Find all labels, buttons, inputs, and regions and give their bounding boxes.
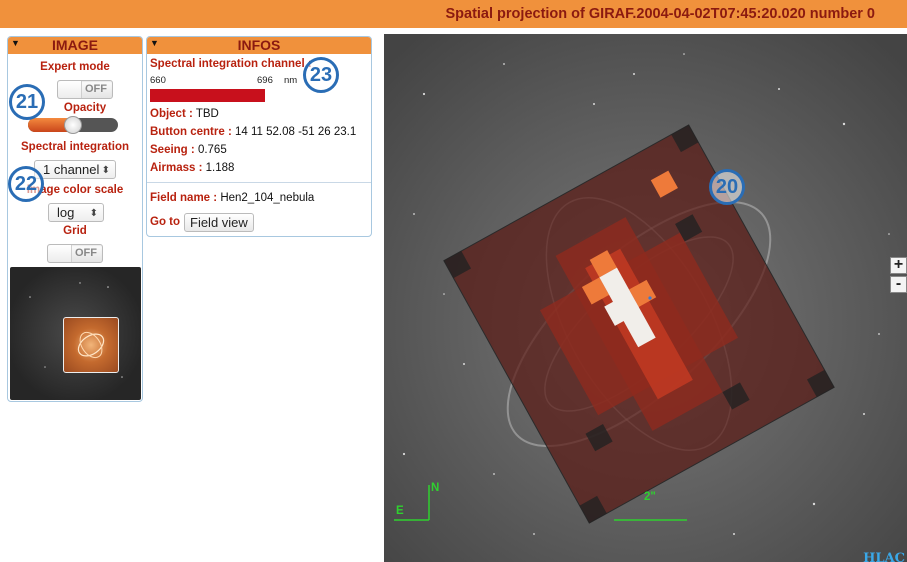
spectral-integration-value: 1 channel [43, 162, 100, 177]
scale-bar-label: 2" [644, 491, 656, 503]
centre-point-marker [648, 296, 652, 300]
image-panel-header[interactable]: ▼ IMAGE [8, 37, 142, 54]
color-scale-label: Image color scale [26, 184, 124, 196]
color-scale-value: log [57, 205, 75, 220]
page-title: Spatial projection of GIRAF.2004-04-02T0… [445, 6, 875, 22]
opacity-label: Opacity [63, 102, 107, 114]
goto-key: Go to : [150, 216, 188, 228]
field-name-key: Field name : [150, 192, 218, 204]
compass-east-label: E [396, 505, 404, 517]
color-scale-select[interactable]: log ⬍ [48, 203, 104, 222]
spectral-integration-select[interactable]: 1 channel ⬍ [34, 160, 116, 179]
field-name-value: Hen2_104_nebula [220, 192, 315, 204]
object-line: Object : TBD [150, 108, 219, 120]
toggle-knob [48, 245, 72, 262]
compass [394, 485, 430, 521]
grid-state: OFF [75, 247, 97, 259]
marker-23: 23 [303, 57, 339, 93]
seeing-value: 0.765 [197, 144, 227, 156]
seeing-key: Seeing : [150, 144, 195, 156]
thumbnail-viewport-frame[interactable] [63, 317, 119, 373]
collapse-triangle-icon[interactable]: ▼ [11, 38, 20, 48]
spectral-integration-label: Spectral integration [21, 141, 129, 153]
field-name-line: Field name : Hen2_104_nebula [150, 192, 314, 204]
select-arrows-icon: ⬍ [101, 165, 110, 176]
zoom-out-button[interactable]: - [890, 276, 907, 293]
button-centre-value: 14 11 52.08 -51 26 23.1 [234, 126, 357, 138]
image-panel-title: IMAGE [52, 37, 98, 53]
infos-panel-title: INFOS [237, 37, 281, 53]
hlac-logo: HLAC [863, 551, 905, 562]
marker-21: 21 [9, 84, 45, 120]
airmass-key: Airmass : [150, 162, 203, 174]
expert-mode-toggle[interactable]: OFF [57, 80, 113, 99]
opacity-slider-handle[interactable] [64, 116, 82, 134]
header-bar: Spatial projection of GIRAF.2004-04-02T0… [0, 0, 907, 28]
grid-toggle[interactable]: OFF [47, 244, 103, 263]
toggle-knob [58, 81, 82, 98]
marker-22: 22 [8, 166, 44, 202]
infos-divider [147, 182, 371, 183]
spatial-map-viewer[interactable]: E N 2" + - HLAC [384, 34, 907, 562]
infos-panel-header[interactable]: ▼ INFOS [147, 37, 371, 54]
expert-mode-state: OFF [85, 83, 107, 95]
overview-thumbnail[interactable] [10, 267, 141, 400]
spectral-range-bar [150, 89, 265, 102]
goto-line: Go to : [150, 216, 187, 228]
image-panel: ▼ IMAGE Expert mode OFF Opacity Spectral… [7, 36, 143, 402]
object-value: TBD [195, 108, 219, 120]
spectral-channel-label: Spectral integration channel : [150, 58, 312, 70]
field-view-button[interactable]: Field view [184, 213, 254, 232]
opacity-slider-fill [28, 118, 73, 132]
marker-20: 20 [709, 169, 745, 205]
seeing-line: Seeing : 0.765 [150, 144, 227, 156]
compass-north-label: N [431, 482, 440, 494]
button-centre-key: Button centre : [150, 126, 232, 138]
channel-unit: nm [284, 75, 298, 86]
spectral-channel-key: Spectral integration channel : [150, 58, 312, 70]
airmass-line: Airmass : 1.188 [150, 162, 234, 174]
collapse-triangle-icon[interactable]: ▼ [150, 38, 159, 48]
infos-panel: ▼ INFOS Spectral integration channel : 6… [146, 36, 372, 237]
select-arrows-icon: ⬍ [89, 208, 98, 219]
sky-image [384, 34, 907, 562]
thumbnail-stars [29, 282, 123, 378]
expert-mode-label: Expert mode [40, 61, 110, 73]
button-centre-line: Button centre : 14 11 52.08 -51 26 23.1 [150, 126, 356, 138]
grid-label: Grid [63, 225, 87, 237]
channel-min: 660 [150, 75, 166, 86]
zoom-in-button[interactable]: + [890, 257, 907, 274]
object-key: Object : [150, 108, 193, 120]
nebula-preview-icon [77, 331, 105, 359]
ifu-footprint [443, 124, 835, 524]
airmass-value: 1.188 [205, 162, 235, 174]
channel-max: 696 [257, 75, 273, 86]
background-stars [402, 53, 890, 535]
